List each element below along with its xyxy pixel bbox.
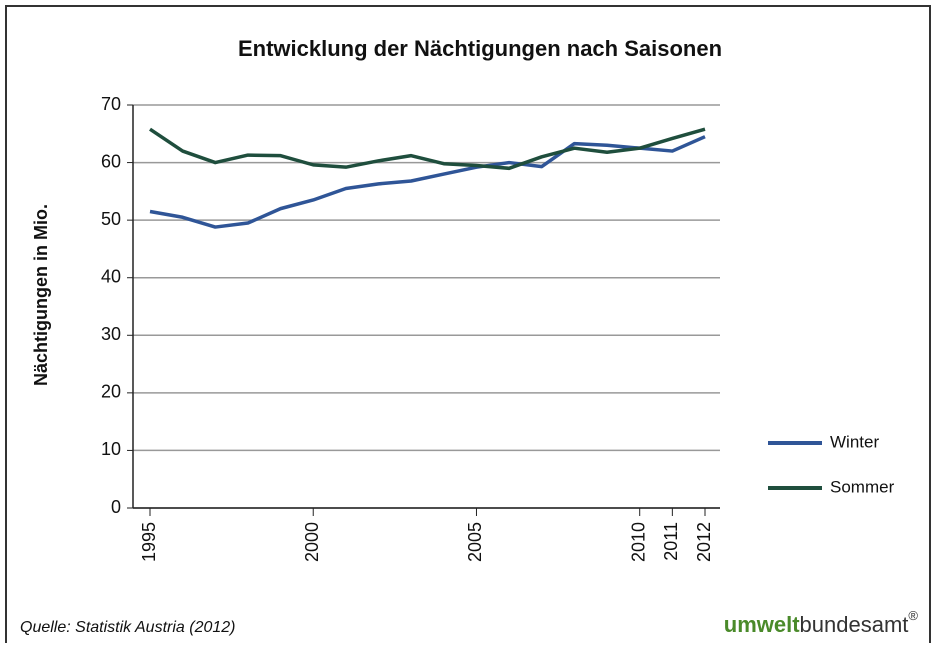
series-line xyxy=(149,127,706,171)
y-tick-label: 0 xyxy=(111,497,121,517)
x-tick-label: 1995 xyxy=(139,522,159,562)
logo-bold: umwelt xyxy=(724,612,800,637)
x-tick-label: 2000 xyxy=(302,522,322,562)
x-tick-label: 2005 xyxy=(465,522,485,562)
y-tick-label: 60 xyxy=(101,151,121,171)
legend-label: Sommer xyxy=(830,477,895,496)
chart-title: Entwicklung der Nächtigungen nach Saison… xyxy=(238,36,722,61)
x-tick-label: 2011 xyxy=(661,522,681,561)
logo-rest: bundesamt xyxy=(800,612,909,637)
logo-mark: ® xyxy=(908,608,918,623)
y-tick-label: 20 xyxy=(101,382,121,402)
y-axis-label: Nächtigungen in Mio. xyxy=(31,204,51,386)
y-tick-label: 40 xyxy=(101,266,121,286)
y-tick-label: 10 xyxy=(101,439,121,459)
x-tick-label: 2012 xyxy=(694,522,714,562)
y-tick-label: 70 xyxy=(101,94,121,114)
legend-label: Winter xyxy=(830,432,879,451)
x-tick-label: 2010 xyxy=(628,522,648,562)
series-line xyxy=(149,135,706,229)
y-tick-label: 50 xyxy=(101,209,121,229)
source: Quelle: Statistik Austria (2012) xyxy=(20,619,236,636)
logo: umweltbundesamt® xyxy=(724,608,919,636)
y-tick-label: 30 xyxy=(101,324,121,344)
